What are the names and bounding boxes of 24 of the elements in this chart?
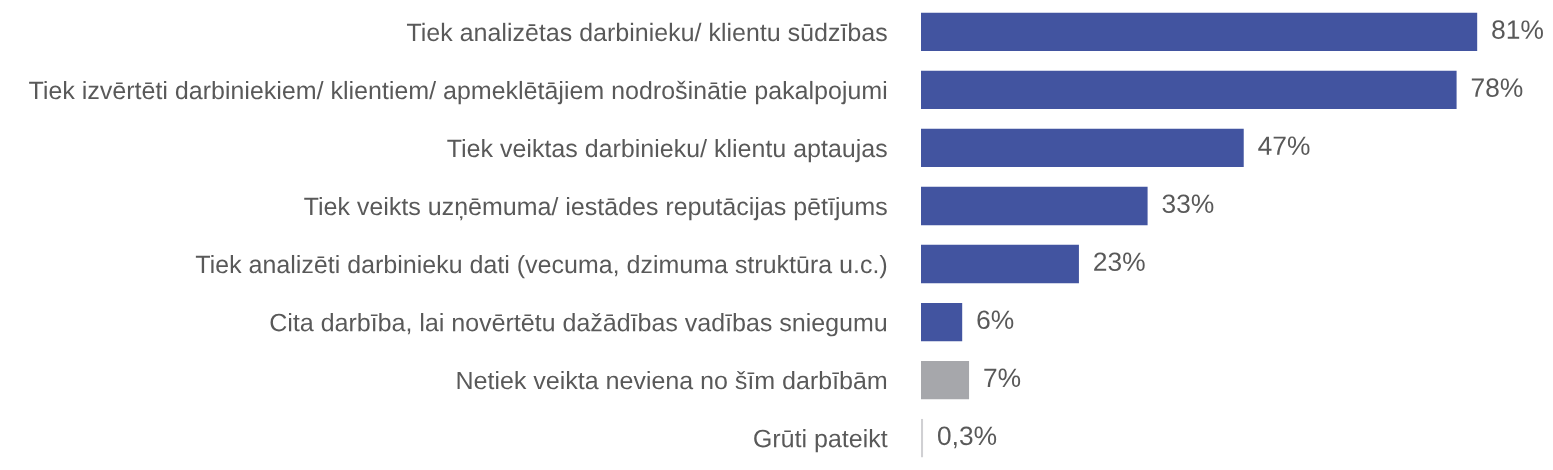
data-label: 81% xyxy=(1492,20,1543,39)
data-label: 47% xyxy=(1258,136,1310,155)
data-label: 0,3% xyxy=(937,426,997,449)
bar xyxy=(921,70,1457,110)
y-tick-label: Tiek veikts uzņēmuma/ iestādes reputācijas pētījums xyxy=(304,196,887,221)
data-label: 7% xyxy=(984,368,1021,388)
y-tick-label: Tiek izvērtēti darbiniekiem/ klientiem/ apmeklētājiem nodrošinātie pakalpojumi xyxy=(29,80,887,105)
bar xyxy=(921,302,963,342)
y-tick-label: Tiek veiktas darbinieku/ klientu aptaujas xyxy=(447,138,887,163)
bar xyxy=(921,360,970,400)
data-label: 78% xyxy=(1471,78,1523,98)
y-tick-label: Grūti pateikt xyxy=(754,429,888,453)
data-label: 23% xyxy=(1094,252,1145,272)
bar xyxy=(921,186,1148,226)
data-label: 33% xyxy=(1162,194,1214,214)
data-label: 6% xyxy=(977,310,1014,330)
y-tick-label: Cita darbība, lai novērtētu dažādības vadības sniegumu xyxy=(270,312,887,337)
bar xyxy=(921,244,1079,284)
y-tick-label: Tiek analizēti darbinieku dati (vecuma, dzimuma struktūra u.c.) xyxy=(195,254,887,279)
bar xyxy=(921,12,1478,52)
bar xyxy=(921,128,1244,168)
bar xyxy=(921,418,924,458)
y-tick-label: Netiek veikta neviena no šīm darbībām xyxy=(457,370,887,390)
y-tick-label: Tiek analizētas darbinieku/ klientu sūdzības xyxy=(406,22,887,42)
